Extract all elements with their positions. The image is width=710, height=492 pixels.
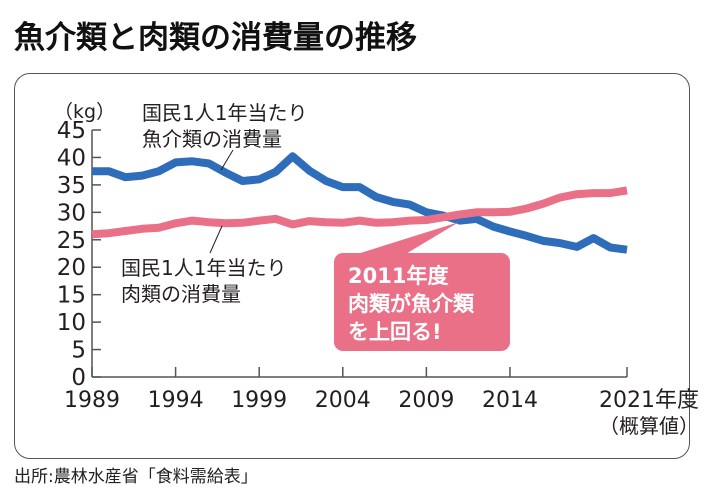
x-tick-label: 1994 bbox=[148, 388, 204, 413]
y-tick-label: 10 bbox=[57, 310, 86, 336]
callout-text-line: 肉類が魚介類 bbox=[348, 292, 475, 316]
meat-series-label-line2: 肉類の消費量 bbox=[121, 282, 241, 306]
source-note: 出所:農林水産省「食料需給表」 bbox=[14, 467, 258, 487]
y-tick-label: 20 bbox=[57, 255, 86, 281]
x-tick-label: 2009 bbox=[398, 388, 454, 413]
fish-series-label-line2: 魚介類の消費量 bbox=[142, 127, 282, 151]
meat-leader-line bbox=[209, 225, 223, 254]
x-tick-label: 2004 bbox=[315, 388, 371, 413]
callout-text-line: を上回る! bbox=[348, 320, 442, 344]
meat-series-label-line1: 国民1人1年当たり bbox=[121, 256, 286, 280]
annotations: 国民1人1年当たり魚介類の消費量国民1人1年当たり肉類の消費量2011年度肉類が… bbox=[121, 101, 510, 351]
y-tick-label: 25 bbox=[57, 228, 86, 254]
fish-series-label-line1: 国民1人1年当たり bbox=[142, 101, 307, 125]
y-tick-label: 40 bbox=[57, 145, 86, 171]
callout-pointer bbox=[354, 222, 459, 255]
callout-text-line: 2011年度 bbox=[348, 264, 448, 288]
callout-box bbox=[334, 253, 510, 351]
fish-leader-line bbox=[220, 149, 234, 171]
x-axis-note: （概算値） bbox=[599, 414, 699, 438]
fish-consumption-line bbox=[92, 152, 628, 254]
meat-consumption-line bbox=[91, 186, 628, 239]
x-tick-label: 2021年度 bbox=[599, 388, 699, 413]
page-title: 魚介類と肉類の消費量の推移 bbox=[14, 20, 417, 56]
x-tick-label: 1989 bbox=[64, 388, 120, 413]
chart-panel bbox=[14, 73, 690, 459]
series-lines bbox=[91, 152, 628, 254]
y-tick-label: 0 bbox=[71, 365, 86, 391]
x-tick-label: 1999 bbox=[231, 388, 287, 413]
y-axis-unit: （kg） bbox=[54, 101, 115, 123]
y-tick-label: 30 bbox=[57, 200, 86, 226]
y-tick-label: 45 bbox=[57, 118, 86, 144]
y-tick-label: 5 bbox=[71, 338, 86, 364]
y-tick-label: 15 bbox=[57, 283, 86, 309]
y-tick-label: 35 bbox=[57, 173, 86, 199]
x-tick-label: 2014 bbox=[482, 388, 538, 413]
